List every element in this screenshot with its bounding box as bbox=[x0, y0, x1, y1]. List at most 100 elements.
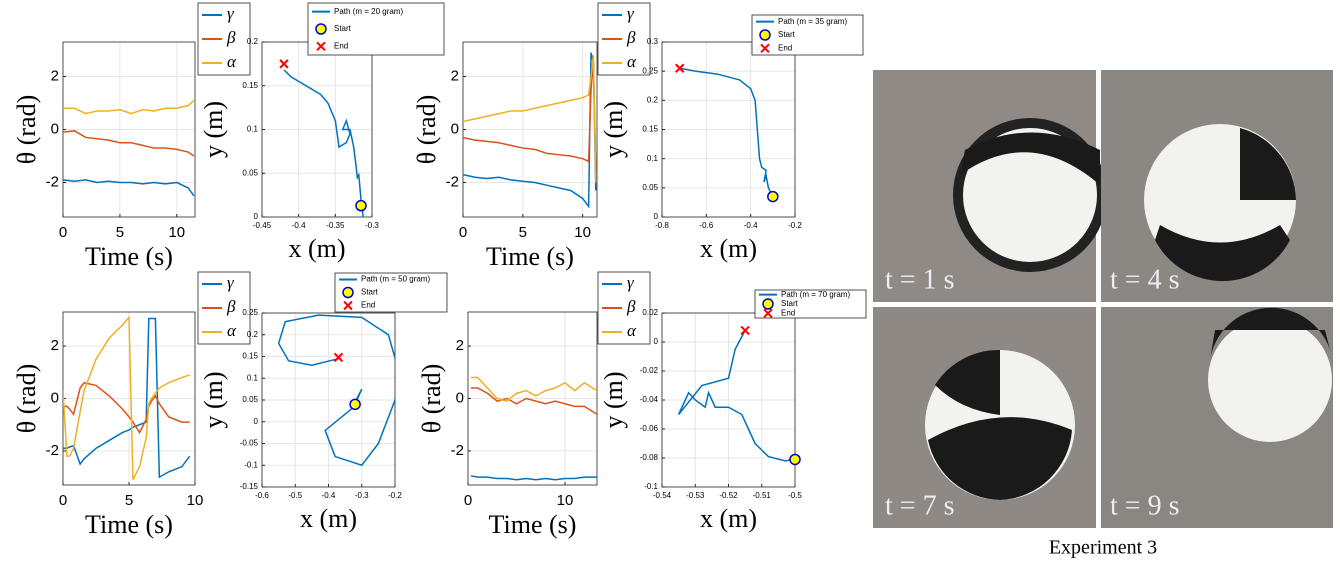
series-group bbox=[677, 330, 795, 462]
y-tick-label: -0.1 bbox=[644, 482, 658, 491]
y-tick-label: -2 bbox=[46, 173, 59, 190]
ball-stripe bbox=[935, 349, 1000, 415]
y-tick-label: 0.2 bbox=[247, 330, 259, 339]
legend-label: γ bbox=[227, 4, 235, 23]
y-tick-label: 2 bbox=[451, 67, 459, 84]
end-marker bbox=[316, 41, 326, 52]
series-line bbox=[63, 179, 195, 197]
start-marker bbox=[759, 29, 771, 41]
x-tick-label: -0.4 bbox=[292, 221, 306, 230]
start-marker bbox=[355, 199, 367, 212]
legend-label: β bbox=[626, 28, 636, 47]
y-tick-label: -0.04 bbox=[640, 395, 659, 404]
y-tick-label: -2 bbox=[46, 442, 59, 459]
x-tick-label: -0.45 bbox=[253, 221, 272, 230]
series-line bbox=[63, 130, 195, 157]
y-axis-label: θ (rad) bbox=[417, 364, 446, 433]
legend-label: α bbox=[627, 321, 637, 340]
series-line bbox=[283, 69, 364, 217]
x-tick-label: 10 bbox=[574, 224, 591, 241]
legend-label: Path (m = 35 gram) bbox=[778, 17, 847, 26]
y-tick-label: -0.06 bbox=[640, 424, 659, 433]
photo-label: t = 9 s bbox=[1110, 490, 1179, 521]
y-tick-label: 0.15 bbox=[242, 81, 258, 90]
end-marker bbox=[763, 308, 773, 319]
legend-label: End bbox=[334, 41, 348, 50]
y-tick-label: 0.05 bbox=[242, 395, 258, 404]
y-tick-label: -0.08 bbox=[640, 453, 659, 462]
y-tick-label: 0 bbox=[456, 389, 464, 406]
y-tick-label: -0.02 bbox=[640, 366, 659, 375]
y-tick-label: 2 bbox=[51, 337, 59, 354]
series-line bbox=[463, 55, 597, 183]
photo-panel: t = 9 s bbox=[1101, 307, 1333, 528]
caption: Experiment 3 bbox=[1049, 537, 1157, 559]
x-tick-label: -0.35 bbox=[326, 221, 345, 230]
legend-label: α bbox=[227, 52, 237, 71]
x-axis-label: Time (s) bbox=[489, 510, 577, 539]
legend: γβα bbox=[597, 271, 651, 345]
legend-label: Start bbox=[781, 299, 799, 308]
photo-panel: t = 7 s bbox=[873, 307, 1096, 528]
y-axis-label: y (m) bbox=[199, 371, 228, 428]
x-tick-label: -0.51 bbox=[753, 491, 772, 500]
legend: γβα bbox=[597, 2, 651, 76]
start-marker bbox=[789, 453, 801, 466]
y-tick-label: 0.1 bbox=[247, 125, 259, 134]
y-tick-label: -2 bbox=[446, 173, 459, 190]
legend-label: β bbox=[626, 297, 636, 316]
axes-frame bbox=[467, 311, 598, 486]
legend: Path (m = 35 gram) Start End bbox=[751, 14, 864, 56]
y-axis-label: θ (rad) bbox=[12, 364, 41, 433]
x-tick-label: 0 bbox=[59, 224, 67, 241]
x-tick-label: -0.3 bbox=[365, 221, 379, 230]
legend-label: β bbox=[226, 28, 236, 47]
legend-label: α bbox=[627, 52, 637, 71]
series-line bbox=[677, 330, 795, 462]
series-line bbox=[63, 315, 190, 481]
series-group bbox=[63, 99, 195, 197]
series-group bbox=[470, 376, 597, 481]
ball-stripe bbox=[1210, 307, 1330, 360]
x-axis-label: x (m) bbox=[700, 234, 757, 263]
legend: γβα bbox=[197, 2, 251, 76]
legend-label: End bbox=[781, 308, 795, 317]
end-marker bbox=[333, 352, 344, 363]
axes-frame bbox=[62, 41, 196, 218]
x-tick-label: -0.6 bbox=[699, 221, 713, 230]
photo-panel: t = 1 s bbox=[873, 70, 1107, 302]
y-tick-label: -0.05 bbox=[240, 439, 259, 448]
x-tick-label: -0.8 bbox=[655, 221, 669, 230]
series-group bbox=[283, 69, 364, 217]
axes-frame bbox=[661, 312, 796, 488]
x-axis-label: x (m) bbox=[288, 234, 345, 263]
y-tick-label: 0 bbox=[254, 212, 259, 221]
legend-label: β bbox=[226, 297, 236, 316]
y-tick-label: 0 bbox=[51, 120, 59, 137]
start-marker bbox=[767, 190, 779, 203]
photo-label: t = 7 s bbox=[885, 490, 954, 521]
y-tick-label: -2 bbox=[451, 442, 464, 459]
x-tick-label: 10 bbox=[557, 492, 574, 509]
x-tick-label: 0 bbox=[59, 492, 67, 509]
legend: Path (m = 50 gram) Start End bbox=[334, 272, 448, 313]
x-tick-label: 0 bbox=[464, 492, 472, 509]
photo-label: t = 4 s bbox=[1110, 264, 1179, 295]
series-group bbox=[679, 67, 774, 197]
series-line bbox=[470, 387, 597, 415]
chart: 0 5 10 -2 0 2 Time (s) θ (rad) bbox=[412, 41, 598, 271]
series-group bbox=[463, 52, 597, 209]
legend: Path (m = 20 gram) Start End bbox=[307, 2, 445, 56]
y-axis-label: θ (rad) bbox=[12, 95, 41, 164]
ball-stripe bbox=[1155, 225, 1290, 282]
x-axis-label: Time (s) bbox=[85, 242, 173, 271]
series-group bbox=[63, 315, 191, 481]
series-line bbox=[463, 63, 597, 170]
legend-label: End bbox=[361, 301, 375, 310]
y-tick-label: 0.05 bbox=[642, 183, 658, 192]
axes-frame bbox=[661, 41, 796, 218]
x-tick-label: 0 bbox=[459, 224, 467, 241]
